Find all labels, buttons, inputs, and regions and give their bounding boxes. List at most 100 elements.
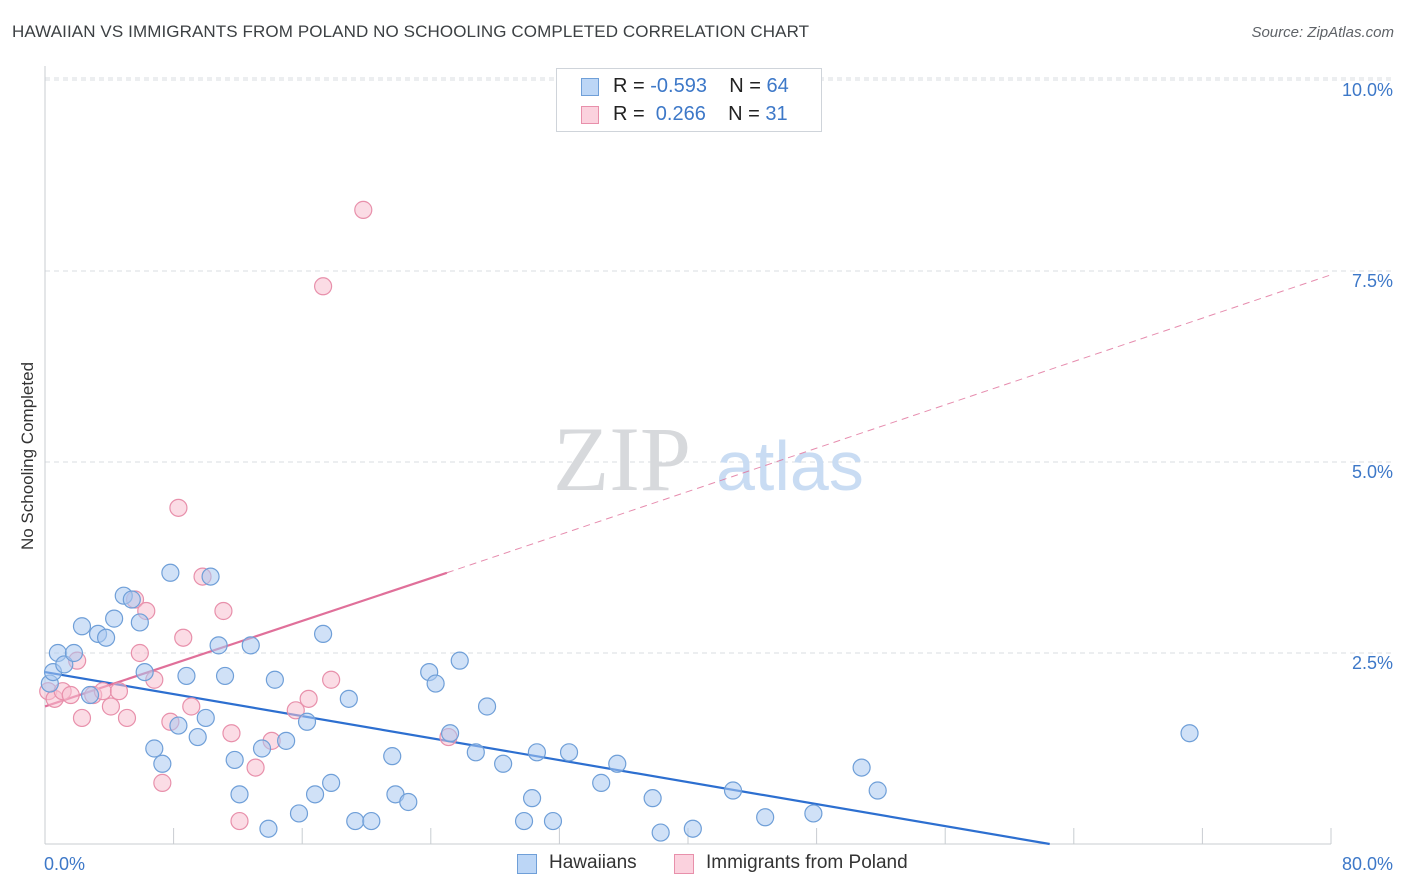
point-hawaiians xyxy=(756,808,775,827)
point-poland xyxy=(246,758,265,777)
point-hawaiians xyxy=(252,739,272,758)
legend-text: R = 0.266 N = 31 xyxy=(613,103,788,126)
correlation-legend: R = -0.593 N = 64 R = 0.266 N = 31 xyxy=(556,68,822,132)
n-label: N = xyxy=(728,103,766,125)
point-hawaiians xyxy=(1180,724,1199,743)
point-hawaiians xyxy=(426,674,445,693)
y-tick-label: 7.5% xyxy=(1352,271,1393,291)
point-hawaiians xyxy=(494,754,513,773)
point-poland xyxy=(322,670,341,689)
point-poland xyxy=(109,682,129,701)
point-hawaiians xyxy=(161,563,180,582)
point-hawaiians xyxy=(122,590,141,609)
legend-row-poland: R = 0.266 N = 31 xyxy=(581,101,788,129)
point-hawaiians xyxy=(96,628,116,647)
point-hawaiians xyxy=(201,567,220,586)
point-hawaiians xyxy=(72,617,92,636)
legend-label: Hawaiians xyxy=(549,852,637,873)
point-hawaiians xyxy=(608,754,627,773)
point-hawaiians xyxy=(399,792,418,812)
axes xyxy=(44,66,1332,845)
point-hawaiians xyxy=(105,609,124,628)
legend-swatch-blue xyxy=(517,854,537,874)
source-label: Source: ZipAtlas.com xyxy=(1251,24,1394,41)
point-hawaiians xyxy=(313,624,333,644)
point-hawaiians xyxy=(346,811,365,831)
point-hawaiians xyxy=(440,724,460,743)
legend-label: Immigrants from Poland xyxy=(706,852,908,873)
point-hawaiians xyxy=(514,811,534,831)
x-tick-label: 0.0% xyxy=(44,854,85,874)
y-tick-label: 10.0% xyxy=(1342,80,1393,100)
point-hawaiians xyxy=(527,743,546,762)
y-tick-label: 2.5% xyxy=(1352,653,1393,673)
point-hawaiians xyxy=(683,819,702,838)
point-poland xyxy=(286,701,305,720)
point-hawaiians xyxy=(265,670,284,689)
r-label: R = xyxy=(613,103,651,125)
point-hawaiians xyxy=(259,819,278,838)
point-hawaiians xyxy=(188,727,207,747)
point-hawaiians xyxy=(477,697,497,716)
point-hawaiians xyxy=(177,666,196,686)
point-poland xyxy=(222,724,241,743)
data-points xyxy=(39,200,1199,842)
point-poland xyxy=(230,811,249,831)
point-hawaiians xyxy=(804,804,823,823)
point-poland xyxy=(214,601,233,621)
point-hawaiians xyxy=(230,785,249,804)
watermark-zip: ZIP xyxy=(553,408,691,510)
trend-line-hawaiians xyxy=(44,671,1050,846)
point-poland xyxy=(354,200,373,219)
point-poland xyxy=(169,498,188,517)
point-hawaiians xyxy=(64,643,84,663)
point-poland xyxy=(299,689,318,708)
x-tick-label: 80.0% xyxy=(1342,854,1393,874)
legend-row-hawaiians: R = -0.593 N = 64 xyxy=(581,73,789,101)
point-hawaiians xyxy=(362,811,381,831)
point-hawaiians xyxy=(225,750,244,770)
point-hawaiians xyxy=(383,747,402,766)
legend-swatch-pink xyxy=(674,854,694,874)
point-hawaiians xyxy=(196,708,215,728)
r-label: R = xyxy=(613,75,651,97)
point-hawaiians xyxy=(559,743,579,762)
point-poland xyxy=(61,685,80,705)
point-poland xyxy=(130,643,149,663)
gridlines xyxy=(45,77,1392,654)
point-hawaiians xyxy=(135,662,154,682)
point-hawaiians xyxy=(651,823,670,842)
point-poland xyxy=(153,773,172,792)
y-tick-label: 5.0% xyxy=(1352,462,1393,482)
point-hawaiians xyxy=(466,743,485,762)
point-poland xyxy=(182,697,201,716)
chart-title: HAWAIIAN VS IMMIGRANTS FROM POLAND NO SC… xyxy=(12,22,810,41)
watermark-atlas: atlas xyxy=(716,427,864,505)
point-hawaiians xyxy=(723,781,743,800)
point-hawaiians xyxy=(169,716,188,735)
point-hawaiians xyxy=(522,789,542,808)
point-poland xyxy=(117,708,137,728)
point-hawaiians xyxy=(543,811,563,831)
point-hawaiians xyxy=(153,754,172,773)
point-poland xyxy=(101,697,121,716)
point-hawaiians xyxy=(852,758,871,777)
n-value: 31 xyxy=(765,103,788,125)
y-axis-label: No Schooling Completed xyxy=(18,361,37,551)
point-hawaiians xyxy=(322,773,341,792)
point-hawaiians xyxy=(130,613,149,632)
legend-text: R = -0.593 N = 64 xyxy=(613,75,789,98)
legend-swatch-blue xyxy=(581,78,599,96)
point-hawaiians xyxy=(868,781,887,800)
point-poland xyxy=(72,708,92,728)
point-poland xyxy=(313,277,333,296)
n-value: 64 xyxy=(766,75,789,97)
point-hawaiians xyxy=(215,666,235,686)
point-hawaiians xyxy=(145,739,164,758)
point-hawaiians xyxy=(209,636,228,655)
point-hawaiians xyxy=(289,804,309,823)
r-value: 0.266 xyxy=(650,103,706,125)
point-hawaiians xyxy=(339,689,358,708)
n-label: N = xyxy=(729,75,767,97)
